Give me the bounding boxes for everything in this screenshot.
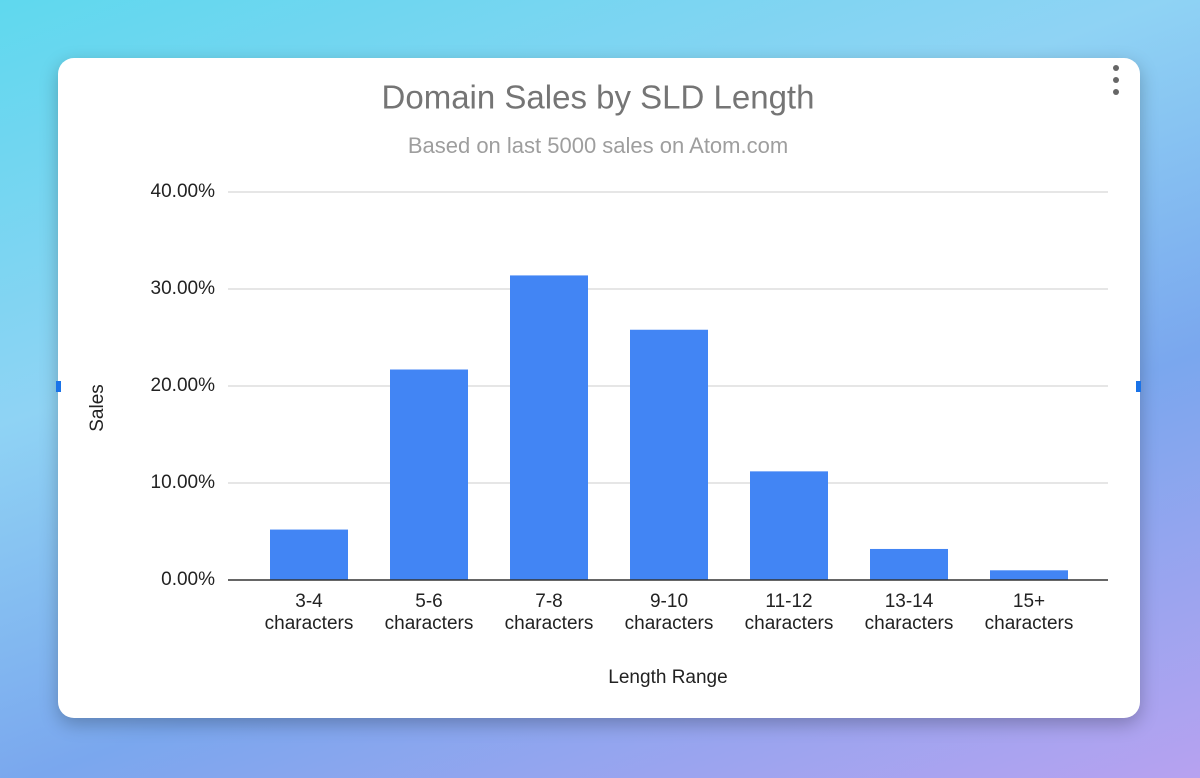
bar: [510, 275, 588, 580]
y-tick-label: 20.00%: [151, 375, 216, 396]
x-tick-label: 15+ characters: [984, 591, 1074, 634]
bar: [390, 369, 468, 580]
x-tick-label: 7-8 characters: [504, 591, 594, 634]
y-tick-label: 0.00%: [161, 569, 215, 590]
menu-dot[interactable]: [1113, 77, 1119, 83]
chart-subtitle: Based on last 5000 sales on Atom.com: [408, 133, 788, 158]
x-tick-label: 11-12 characters: [744, 591, 834, 634]
x-tick-label: 5-6 characters: [384, 591, 474, 634]
menu-dot[interactable]: [1113, 65, 1119, 71]
resize-handle[interactable]: [56, 381, 61, 392]
y-tick-label: 30.00%: [151, 278, 216, 299]
resize-handle[interactable]: [1136, 381, 1141, 392]
bar: [270, 529, 348, 580]
x-tick-label: 3-4 characters: [264, 591, 354, 634]
x-tick-label: 9-10 characters: [624, 591, 714, 634]
chart-card: [58, 58, 1140, 718]
x-axis-title: Length Range: [608, 667, 727, 688]
y-tick-label: 40.00%: [151, 181, 216, 202]
y-tick-label: 10.00%: [151, 472, 216, 493]
menu-dot[interactable]: [1113, 89, 1119, 95]
y-axis-title: Sales: [87, 384, 108, 432]
bar: [750, 471, 828, 580]
bar: [990, 570, 1068, 580]
bar: [870, 548, 948, 580]
bar: [630, 329, 708, 580]
x-tick-label: 13-14 characters: [864, 591, 954, 634]
chart-title: Domain Sales by SLD Length: [382, 79, 815, 116]
